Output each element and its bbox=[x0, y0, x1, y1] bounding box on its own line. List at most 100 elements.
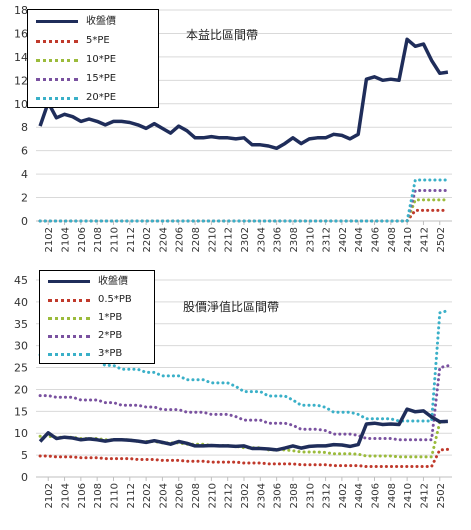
pe-xtick-label: 2210 bbox=[207, 227, 218, 252]
pe-chart-title: 本益比區間帶 bbox=[186, 28, 259, 42]
pb-ytick-label: 25 bbox=[14, 362, 28, 375]
pb-xtick-label: 2112 bbox=[126, 483, 137, 508]
pb-xtick-label: 2310 bbox=[305, 483, 316, 508]
pe-ytick-label: 4 bbox=[21, 168, 28, 181]
pe-series-20-pe-line bbox=[38, 178, 450, 223]
legend-label: 收盤價 bbox=[86, 16, 116, 27]
pb-xtick-label: 2406 bbox=[371, 483, 382, 508]
pe-series-price-line bbox=[38, 37, 449, 151]
pb-series-3-pb-line bbox=[38, 309, 450, 423]
pe-xtick-label: 2104 bbox=[61, 227, 72, 252]
pe-xtick-label: 2306 bbox=[273, 227, 284, 252]
pe-xtick-label: 2308 bbox=[289, 227, 300, 252]
legend-label: 10*PE bbox=[86, 54, 117, 65]
pe-series-10-pe-line bbox=[38, 198, 450, 223]
pe-xtick-label: 2204 bbox=[158, 227, 169, 252]
legend-label: 收盤價 bbox=[98, 276, 128, 287]
pb-xtick-label: 2408 bbox=[387, 483, 398, 508]
pb-ytick-label: 10 bbox=[14, 427, 28, 440]
pe-xtick-label: 2106 bbox=[77, 227, 88, 252]
pb-xtick-label: 2302 bbox=[240, 483, 251, 508]
pb-series-2-pb-line bbox=[38, 364, 450, 442]
pb-xtick-label: 2208 bbox=[191, 483, 202, 508]
pe-ytick-label: 8 bbox=[21, 121, 28, 134]
legend-swatch bbox=[48, 353, 90, 356]
pe-ytick-label: 14 bbox=[14, 51, 28, 64]
pb-legend-item-2pb: 2*PB bbox=[40, 328, 154, 344]
pb-xtick-label: 2206 bbox=[175, 483, 186, 508]
legend-swatch bbox=[48, 335, 90, 338]
legend-label: 5*PE bbox=[86, 35, 110, 46]
pb-legend-item-1pb: 1*PB bbox=[40, 310, 154, 326]
pb-xtick-label: 2306 bbox=[273, 483, 284, 508]
pe-xtick-label: 2502 bbox=[436, 227, 447, 252]
pe-legend-item-5pe: 5*PE bbox=[28, 33, 158, 49]
pe-legend-item-10pe: 10*PE bbox=[28, 52, 158, 68]
pb-legend-item-05pb: 0.5*PB bbox=[40, 292, 154, 308]
pb-xtick-label: 2212 bbox=[224, 483, 235, 508]
pb-xtick-label: 2502 bbox=[436, 483, 447, 508]
pb-xtick-label: 2304 bbox=[256, 483, 267, 508]
pb-legend: 收盤價 0.5*PB 1*PB 2*PB 3*PB bbox=[39, 270, 155, 364]
legend-label: 20*PE bbox=[86, 92, 117, 103]
pe-xtick-label: 2406 bbox=[371, 227, 382, 252]
pb-xtick-label: 2104 bbox=[61, 483, 72, 508]
pe-legend-item-20pe: 20*PE bbox=[28, 90, 158, 106]
pb-xtick-label: 2402 bbox=[338, 483, 349, 508]
legend-swatch bbox=[36, 97, 78, 100]
pb-legend-item-3pb: 3*PB bbox=[40, 346, 154, 362]
pe-xtick-label: 2112 bbox=[126, 227, 137, 252]
pe-xtick-label: 2110 bbox=[109, 227, 120, 252]
pb-ytick-label: 0 bbox=[21, 471, 28, 484]
pb-legend-item-price: 收盤價 bbox=[40, 274, 154, 290]
pe-ytick-label: 0 bbox=[21, 215, 28, 228]
pe-series-5-pe-line bbox=[38, 208, 450, 223]
pb-xtick-label: 2210 bbox=[207, 483, 218, 508]
pe-legend-item-15pe: 15*PE bbox=[28, 71, 158, 87]
pb-ytick-label: 45 bbox=[14, 274, 28, 287]
pb-ytick-label: 15 bbox=[14, 405, 28, 418]
pe-ytick-label: 2 bbox=[21, 192, 28, 205]
pe-legend-item-price: 收盤價 bbox=[28, 14, 158, 30]
pe-xtick-label: 2108 bbox=[93, 227, 104, 252]
legend-swatch bbox=[48, 280, 90, 283]
legend-swatch bbox=[36, 20, 78, 23]
pe-xtick-label: 2402 bbox=[338, 227, 349, 252]
pe-xtick-label: 2408 bbox=[387, 227, 398, 252]
legend-label: 3*PB bbox=[98, 348, 123, 359]
pe-xtick-label: 2404 bbox=[354, 227, 365, 252]
pb-xtick-label: 2308 bbox=[289, 483, 300, 508]
legend-swatch bbox=[48, 317, 90, 320]
pb-ytick-label: 40 bbox=[14, 296, 28, 309]
pb-series-0-5-pb-line bbox=[38, 447, 450, 468]
pb-xtick-label: 2202 bbox=[142, 483, 153, 508]
pb-xtick-label: 2312 bbox=[322, 483, 333, 508]
legend-swatch bbox=[36, 78, 78, 81]
pe-xtick-label: 2410 bbox=[403, 227, 414, 252]
legend-label: 1*PB bbox=[98, 312, 123, 323]
pb-chart-title: 股價淨值比區間帶 bbox=[183, 300, 280, 314]
pe-band-chart: 0 2 4 6 8 10 12 14 16 18 2102 2104 2106 2108 2110 2112 2… bbox=[14, 4, 452, 252]
pb-xtick-label: 2412 bbox=[419, 483, 430, 508]
pe-legend: 收盤價 5*PE 10*PE 15*PE 20*PE bbox=[27, 9, 159, 108]
legend-swatch bbox=[36, 59, 78, 62]
pe-xtick-label: 2312 bbox=[322, 227, 333, 252]
legend-label: 2*PB bbox=[98, 330, 123, 341]
pe-ytick-label: 12 bbox=[14, 74, 28, 87]
pb-xtick-label: 2108 bbox=[93, 483, 104, 508]
pe-xtick-label: 2302 bbox=[240, 227, 251, 252]
pb-band-chart: 0 5 10 15 20 25 30 35 40 45 2102 2104 2106 2108 2110 21… bbox=[0, 265, 471, 530]
pe-xtick-label: 2208 bbox=[191, 227, 202, 252]
pe-series-15-pe-line bbox=[38, 189, 450, 223]
legend-label: 0.5*PB bbox=[98, 294, 132, 305]
pe-xtick-label: 2202 bbox=[142, 227, 153, 252]
pb-series-price-line bbox=[38, 407, 448, 452]
legend-label: 15*PE bbox=[86, 73, 117, 84]
legend-swatch bbox=[36, 40, 78, 43]
pe-ytick-label: 18 bbox=[14, 4, 28, 17]
pe-xtick-label: 2310 bbox=[305, 227, 316, 252]
pe-xtick-label: 2102 bbox=[44, 227, 55, 252]
pe-xtick-label: 2212 bbox=[224, 227, 235, 252]
pb-xtick-label: 2410 bbox=[403, 483, 414, 508]
pe-xtick-label: 2412 bbox=[419, 227, 430, 252]
